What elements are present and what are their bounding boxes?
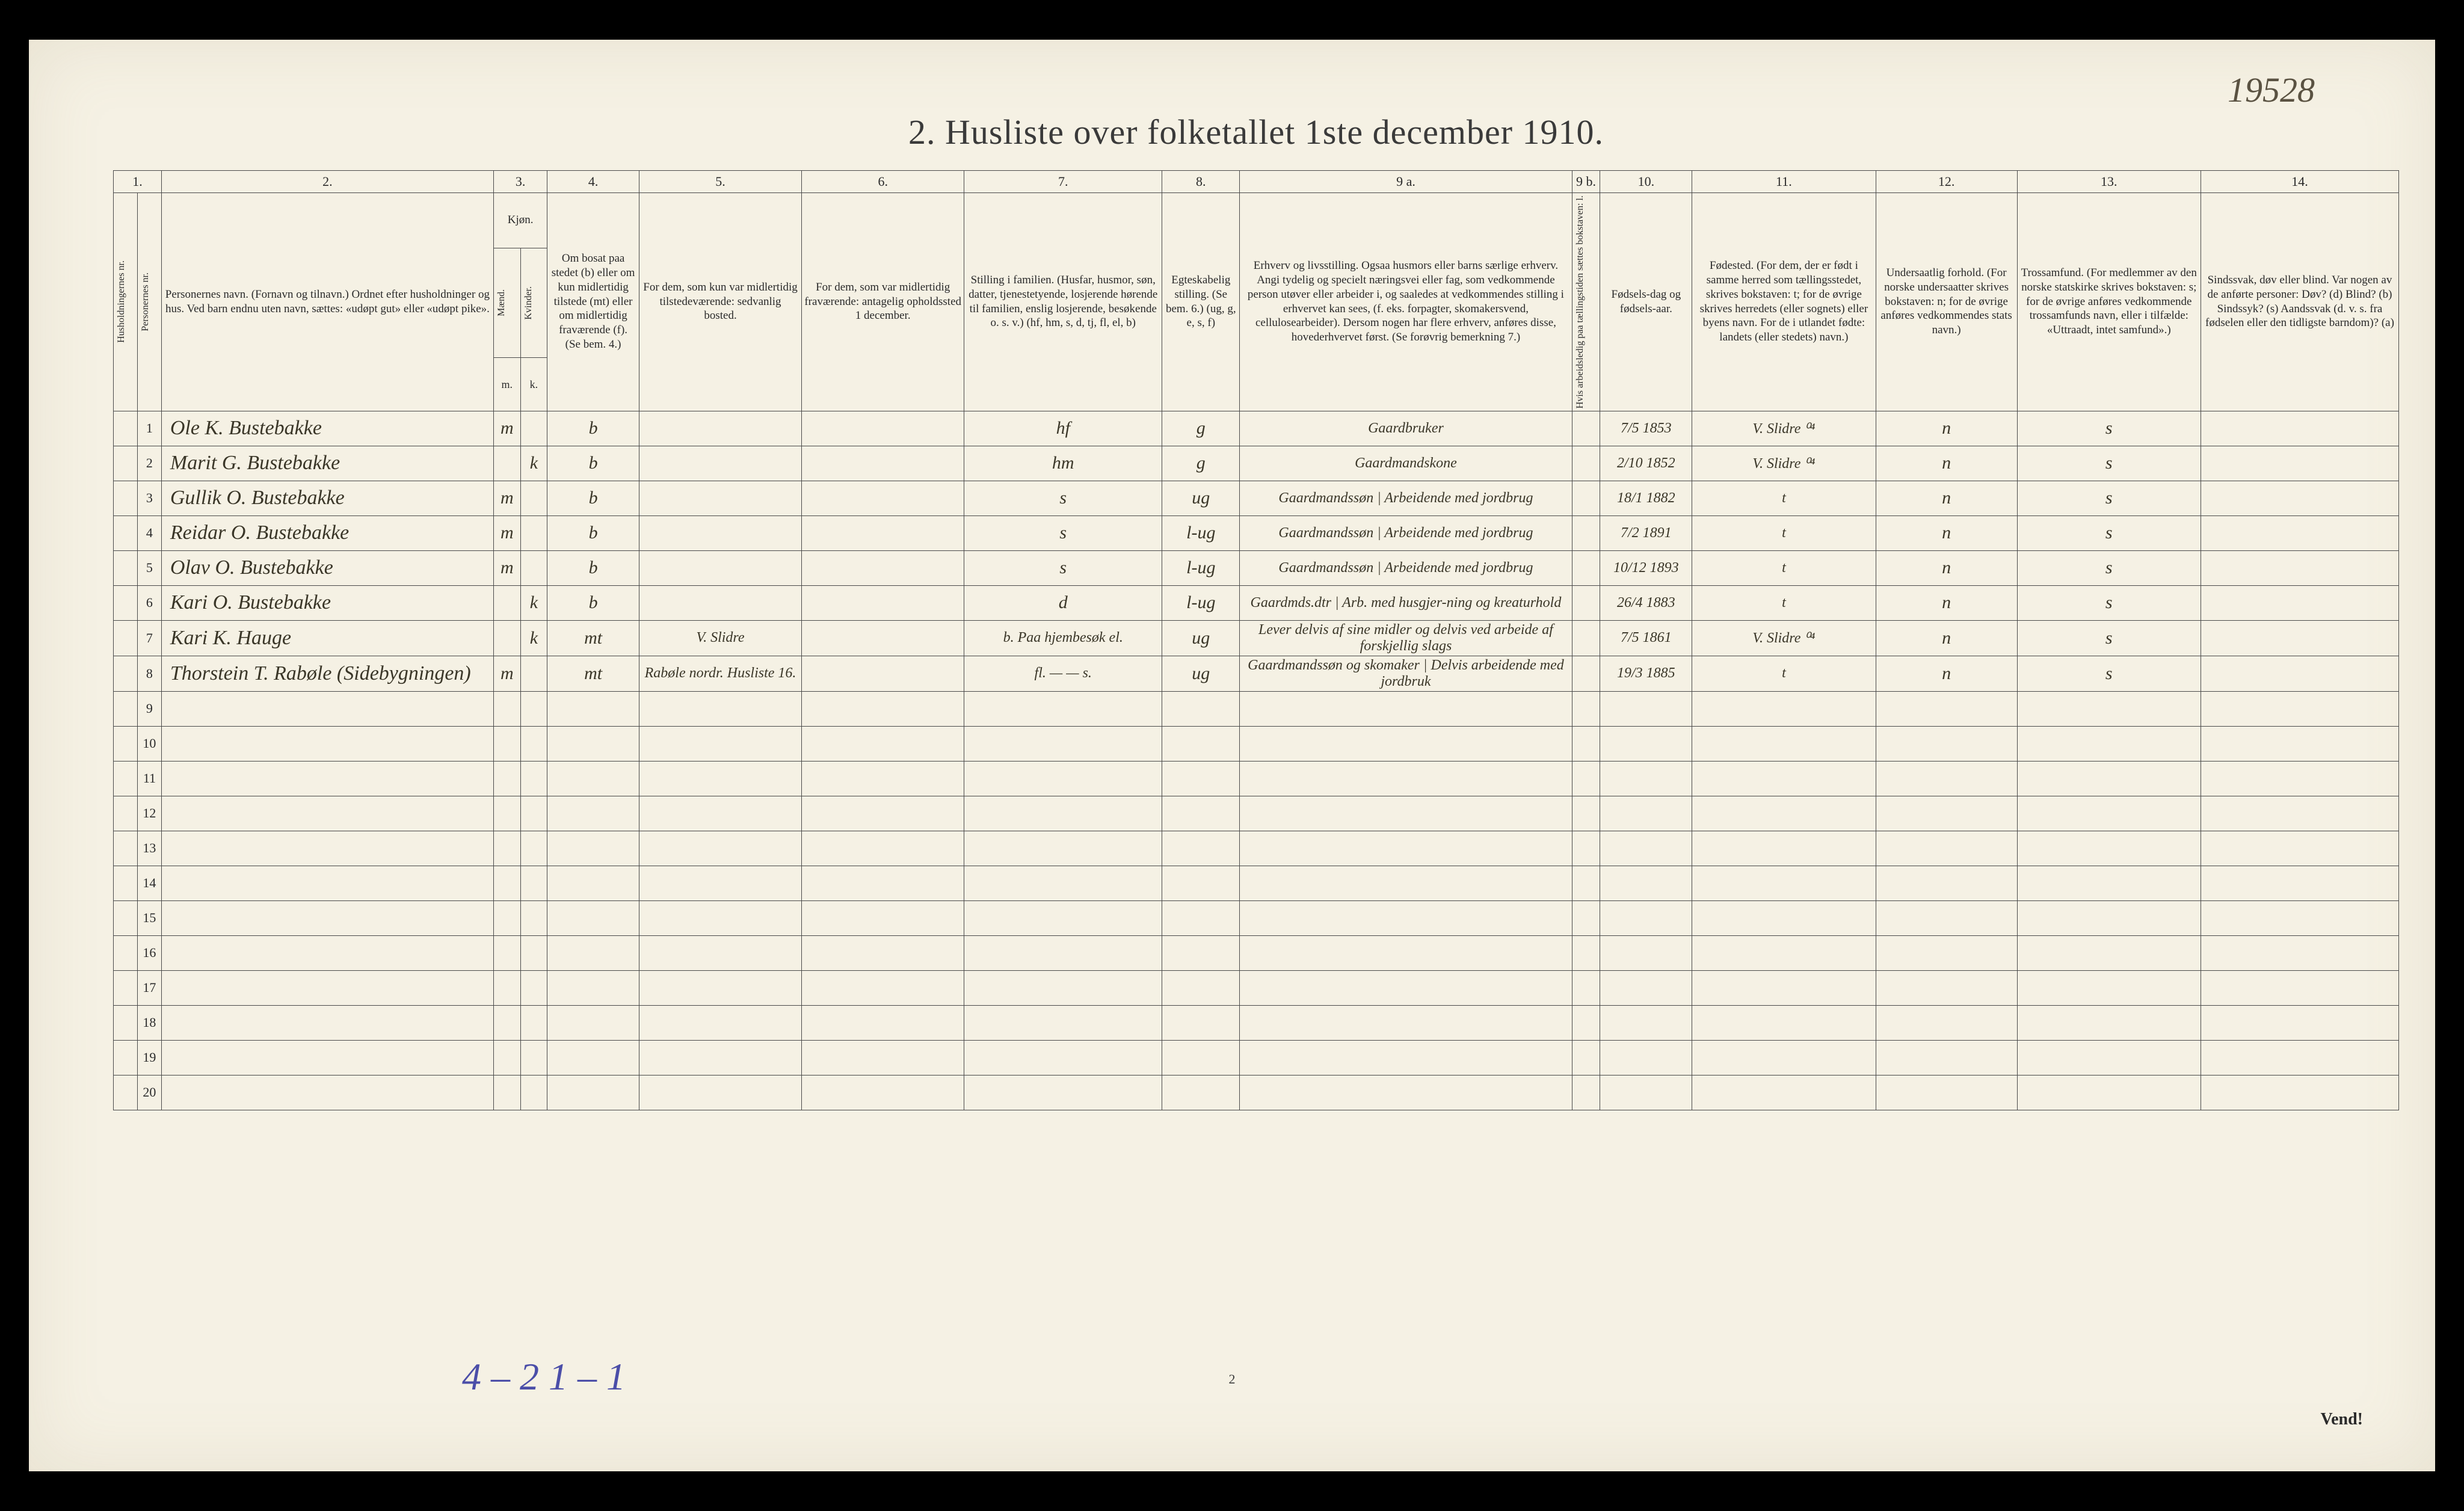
table-row: 5Olav O. Bustebakkembsl-ugGaardmandssøn … [114,550,2399,585]
colnum-12: 12. [1876,171,2017,193]
table-row: 2Marit G. BustebakkekbhmgGaardmandskone2… [114,446,2399,481]
c5 [639,411,801,446]
c13: s [2017,411,2201,446]
colnum-6: 6. [802,171,964,193]
table-row: 7Kari K. HaugekmtV. Slidreb. Paa hjembes… [114,620,2399,656]
table-row-empty: 17 [114,970,2399,1005]
c9: Gaardbruker [1240,411,1572,446]
c9b [1572,411,1600,446]
hdr-3b: Kvinder. [520,248,547,357]
vend-label: Vend! [2320,1410,2363,1429]
hdr-13: Trossamfund. (For medlemmer av den norsk… [2017,192,2201,411]
table-row-empty: 12 [114,796,2399,831]
hdr-4: Om bosat paa stedet (b) eller om kun mid… [547,192,639,411]
hdr-5: For dem, som kun var midlertidig tilsted… [639,192,801,411]
colnum-4: 4. [547,171,639,193]
page-number: 2 [1229,1371,1236,1387]
table-row-empty: 11 [114,761,2399,796]
hdr-3a: Mænd. [493,248,520,357]
colnum-11: 11. [1692,171,1876,193]
person-name: Ole K. Bustebakke [161,411,493,446]
c12: n [1876,411,2017,446]
census-table: 1. 2. 3. 4. 5. 6. 7. 8. 9 a. 9 b. 10. 11… [113,170,2399,1110]
colnum-13: 13. [2017,171,2201,193]
colnum-7: 7. [964,171,1162,193]
hdr-1b: Personernes nr. [137,192,161,411]
table-row-empty: 14 [114,866,2399,900]
census-page: 19528 2. Husliste over folketallet 1ste … [29,40,2435,1471]
hdr-12: Undersaatlig forhold. (For norske unders… [1876,192,2017,411]
table-row: 6Kari O. Bustebakkekbdl-ugGaardmds.dtr |… [114,585,2399,620]
colnum-2: 2. [161,171,493,193]
colnum-1: 1. [114,171,162,193]
table-row-empty: 10 [114,726,2399,761]
table-row-empty: 16 [114,935,2399,970]
colnum-9b: 9 b. [1572,171,1600,193]
c6 [802,411,964,446]
table-row: 1Ole K. Bustebakkemb hfgGaardbruker 7/5 18… [114,411,2399,446]
hdr-9a: Erhverv og livsstilling. Ogsaa husmors e… [1240,192,1572,411]
hdr-8: Egteskabelig stilling. (Se bem. 6.) (ug,… [1162,192,1240,411]
hdr-2: Personernes navn. (Fornavn og tilnavn.) … [161,192,493,411]
hdr-10: Fødsels-dag og fødsels-aar. [1600,192,1692,411]
hdr-7: Stilling i familien. (Husfar, husmor, sø… [964,192,1162,411]
table-row: 3Gullik O. BustebakkembsugGaardmandssøn … [114,481,2399,515]
table-row-empty: 18 [114,1005,2399,1040]
table-row-empty: 20 [114,1075,2399,1110]
residence: b [547,411,639,446]
column-number-row: 1. 2. 3. 4. 5. 6. 7. 8. 9 a. 9 b. 10. 11… [114,171,2399,193]
person-num: 1 [137,411,161,446]
hdr-6: For dem, som var midlertidig fraværende:… [802,192,964,411]
hdr-11: Fødested. (For dem, der er født i samme … [1692,192,1876,411]
hdr-14: Sindssvak, døv eller blind. Var nogen av… [2201,192,2398,411]
hdr-3k: k. [520,357,547,411]
table-body: 1Ole K. Bustebakkemb hfgGaardbruker 7/5 18… [114,411,2399,1110]
table-row-empty: 13 [114,831,2399,866]
hdr-3: Kjøn. [493,192,547,248]
colnum-8: 8. [1162,171,1240,193]
table-row-empty: 9 [114,691,2399,726]
hh-num [114,411,138,446]
c10: 7/5 1853 [1600,411,1692,446]
hdr-1a: Husholdningernes nr. [114,192,138,411]
table-row-empty: 15 [114,900,2399,935]
colnum-9a: 9 a. [1240,171,1572,193]
header-row: Husholdningernes nr. Personernes nr. Per… [114,192,2399,248]
colnum-14: 14. [2201,171,2398,193]
colnum-3: 3. [493,171,547,193]
page-title: 2. Husliste over folketallet 1ste decemb… [113,112,2399,152]
colnum-10: 10. [1600,171,1692,193]
c14 [2201,411,2398,446]
colnum-5: 5. [639,171,801,193]
top-right-annotation: 19528 [2228,70,2315,110]
c11: V. Slidre ⁰⁴ [1692,411,1876,446]
hdr-3m: m. [493,357,520,411]
table-row-empty: 19 [114,1040,2399,1075]
table-row: 4Reidar O. Bustebakkembsl-ugGaardmandssø… [114,515,2399,550]
hdr-9b: Hvis arbeidsledig paa tællingstiden sætt… [1572,192,1600,411]
table-row: 8Thorstein T. Rabøle (Sidebygningen)mmtR… [114,656,2399,691]
c8: g [1162,411,1240,446]
sex-m: m [493,411,520,446]
c7: hf [964,411,1162,446]
bottom-left-annotation: 4 – 2 1 – 1 [462,1355,626,1399]
sex-k [520,411,547,446]
